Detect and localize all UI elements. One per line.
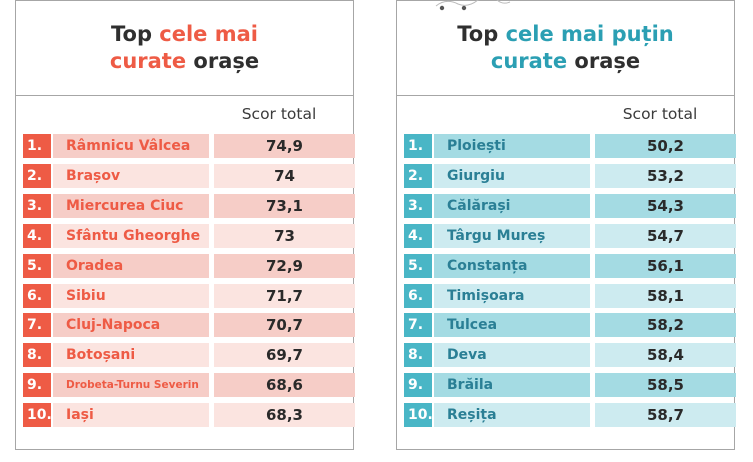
table-row: 5. Constanța 56,1 xyxy=(404,253,739,278)
rank-badge: 8. xyxy=(23,343,51,368)
score-value: 69,7 xyxy=(214,343,355,368)
city-name: Sibiu xyxy=(53,283,209,308)
city-name: Timișoara xyxy=(434,283,590,308)
score-column-header: Scor total xyxy=(622,105,698,123)
title-word-cele-mai: cele mai xyxy=(159,22,258,46)
table-row: 9. Brăila 58,5 xyxy=(404,373,739,398)
city-name: Deva xyxy=(434,343,590,368)
score-value: 54,7 xyxy=(595,223,736,248)
score-value: 73 xyxy=(214,223,355,248)
city-name: Brașov xyxy=(53,163,209,188)
cleanest-cities-panel: Top cele mai curate orașe Scor total 1. R… xyxy=(15,0,355,450)
city-name: Botoșani xyxy=(53,343,209,368)
rank-badge: 3. xyxy=(404,193,432,218)
title-word-top: Top xyxy=(457,22,499,46)
table-row: 6. Sibiu 71,7 xyxy=(23,283,358,308)
score-value: 56,1 xyxy=(595,253,736,278)
table-row: 7. Tulcea 58,2 xyxy=(404,313,739,338)
score-value: 68,3 xyxy=(214,403,355,428)
table-row: 5. Oradea 72,9 xyxy=(23,253,358,278)
score-value: 70,7 xyxy=(214,313,355,338)
rank-badge: 4. xyxy=(404,223,432,248)
rank-badge: 5. xyxy=(23,253,51,278)
city-name: Giurgiu xyxy=(434,163,590,188)
score-value: 53,2 xyxy=(595,163,736,188)
rank-badge: 4. xyxy=(23,223,51,248)
city-name: Iași xyxy=(53,403,209,428)
city-name: Miercurea Ciuc xyxy=(53,193,209,218)
title-word-top: Top xyxy=(110,22,152,46)
rank-badge: 5. xyxy=(404,253,432,278)
score-value: 58,4 xyxy=(595,343,736,368)
rank-badge: 1. xyxy=(23,134,51,158)
score-value: 74,9 xyxy=(214,134,355,158)
rank-badge: 2. xyxy=(404,163,432,188)
title-word-curate: curate xyxy=(490,49,568,73)
cleanest-title: Top cele mai curate orașe xyxy=(16,1,353,96)
table-row: 1. Râmnicu Vâlcea 74,9 xyxy=(23,134,358,158)
city-name: Oradea xyxy=(53,253,209,278)
title-word-orase: orașe xyxy=(574,49,641,73)
table-row: 9. Drobeta-Turnu Severin 68,6 xyxy=(23,373,358,398)
least-clean-title: Top cele mai puțin curate orașe xyxy=(397,1,734,96)
city-name: Ploiești xyxy=(434,134,590,158)
score-value: 72,9 xyxy=(214,253,355,278)
city-name: Drobeta-Turnu Severin xyxy=(53,373,209,398)
table-row: 10. Reșița 58,7 xyxy=(404,403,739,428)
table-row: 8. Deva 58,4 xyxy=(404,343,739,368)
rank-badge: 3. xyxy=(23,193,51,218)
table-row: 2. Brașov 74 xyxy=(23,163,358,188)
table-row: 4. Sfântu Gheorghe 73 xyxy=(23,223,358,248)
rank-badge: 7. xyxy=(23,313,51,338)
table-row: 3. Miercurea Ciuc 73,1 xyxy=(23,193,358,218)
table-row: 3. Călărași 54,3 xyxy=(404,193,739,218)
city-name: Brăila xyxy=(434,373,590,398)
rank-badge: 10. xyxy=(23,403,52,428)
least-clean-cities-panel: Top cele mai puțin curate orașe Scor tot… xyxy=(396,0,736,450)
score-value: 71,7 xyxy=(214,283,355,308)
score-value: 73,1 xyxy=(214,193,355,218)
cleanest-title-line-2: curate orașe xyxy=(110,48,259,75)
table-row: 6. Timișoara 58,1 xyxy=(404,283,739,308)
city-name: Călărași xyxy=(434,193,590,218)
title-word-curate: curate xyxy=(109,49,187,73)
score-value: 54,3 xyxy=(595,193,736,218)
city-name: Reșița xyxy=(434,403,590,428)
table-row: 4. Târgu Mureș 54,7 xyxy=(404,223,739,248)
rank-badge: 2. xyxy=(23,163,51,188)
score-value: 58,7 xyxy=(595,403,736,428)
rank-badge: 7. xyxy=(404,313,432,338)
city-name: Tulcea xyxy=(434,313,590,338)
table-row: 8. Botoșani 69,7 xyxy=(23,343,358,368)
doodle-decoration-icon xyxy=(435,0,511,11)
rank-badge: 6. xyxy=(404,283,432,308)
city-name: Cluj-Napoca xyxy=(53,313,209,338)
title-word-cele-mai-putin: cele mai puțin xyxy=(505,22,674,46)
city-name: Râmnicu Vâlcea xyxy=(53,134,209,158)
rank-badge: 8. xyxy=(404,343,432,368)
score-value: 58,2 xyxy=(595,313,736,338)
city-name: Constanța xyxy=(434,253,590,278)
city-name: Sfântu Gheorghe xyxy=(53,223,209,248)
cleanest-title-line-1: Top cele mai xyxy=(111,21,258,48)
score-value: 74 xyxy=(214,163,355,188)
rank-badge: 9. xyxy=(404,373,432,398)
table-row: 10. Iași 68,3 xyxy=(23,403,358,428)
rank-badge: 6. xyxy=(23,283,51,308)
score-value: 58,5 xyxy=(595,373,736,398)
table-row: 7. Cluj-Napoca 70,7 xyxy=(23,313,358,338)
city-name: Târgu Mureș xyxy=(434,223,590,248)
score-value: 68,6 xyxy=(214,373,355,398)
title-word-orase: orașe xyxy=(193,49,260,73)
rank-badge: 10. xyxy=(404,403,433,428)
rank-badge: 1. xyxy=(404,134,432,158)
score-value: 50,2 xyxy=(595,134,736,158)
table-row: 1. Ploiești 50,2 xyxy=(404,134,739,158)
score-value: 58,1 xyxy=(595,283,736,308)
rank-badge: 9. xyxy=(23,373,51,398)
score-column-header: Scor total xyxy=(241,105,317,123)
table-row: 2. Giurgiu 53,2 xyxy=(404,163,739,188)
least-clean-title-line-1: Top cele mai puțin xyxy=(457,21,674,48)
least-clean-title-line-2: curate orașe xyxy=(491,48,640,75)
